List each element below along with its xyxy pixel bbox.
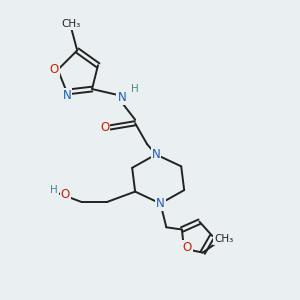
Text: H: H — [50, 184, 58, 194]
Text: N: N — [117, 92, 126, 104]
Text: CH₃: CH₃ — [214, 234, 233, 244]
Text: N: N — [156, 197, 165, 210]
Text: H: H — [131, 84, 139, 94]
Text: N: N — [62, 89, 71, 102]
Text: O: O — [61, 188, 70, 201]
Text: O: O — [50, 63, 59, 76]
Text: CH₃: CH₃ — [61, 19, 81, 29]
Text: O: O — [183, 241, 192, 254]
Text: N: N — [152, 148, 160, 161]
Text: O: O — [100, 121, 110, 134]
